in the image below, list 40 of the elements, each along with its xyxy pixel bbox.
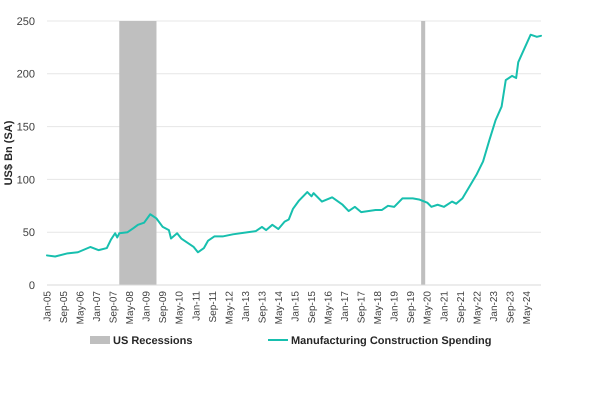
x-tick-label: Jan-05 [42, 290, 54, 322]
x-tick-label: May-22 [472, 290, 484, 324]
legend-label: US Recessions [113, 334, 192, 347]
x-tick-label: Jan-21 [439, 290, 450, 322]
x-tick-label: Jan-07 [92, 290, 104, 322]
line-series [46, 34, 542, 258]
y-tick-label: 250 [16, 16, 35, 28]
x-tick-label: Jan-17 [340, 290, 352, 322]
y-tick-label: 0 [28, 280, 35, 292]
y-tick-label: 50 [22, 227, 35, 240]
x-tick-label: Sep-19 [406, 290, 418, 324]
x-tick-label: Sep-13 [257, 290, 268, 324]
legend-label: Manufacturing Construction Spending [291, 334, 492, 347]
x-tick-label: Jan-19 [390, 290, 401, 322]
x-tick-label: Jan-15 [290, 290, 302, 322]
x-tick-label: May-10 [174, 290, 186, 324]
x-tick-label: Jan-13 [240, 290, 252, 322]
x-tick-label: May-24 [522, 290, 533, 324]
x-tick-label: Sep-21 [456, 290, 467, 324]
y-tick-label: 150 [16, 121, 35, 134]
x-tick-label: May-18 [373, 290, 384, 324]
y-tick-label: 100 [16, 174, 35, 186]
x-tick-label: May-14 [274, 290, 285, 324]
x-tick-label: May-08 [125, 290, 136, 324]
x-tick-label: Jan-09 [142, 290, 153, 322]
x-tick-label: Sep-17 [356, 290, 368, 324]
x-tick-label: Jan-11 [191, 290, 202, 321]
x-tick-label: Sep-15 [307, 290, 318, 324]
y-tick-label: 200 [16, 68, 35, 81]
y-axis-title: US$ Bn (SA) [3, 120, 15, 186]
x-tick-label: Sep-05 [59, 290, 70, 324]
x-tick-label: Sep-09 [158, 290, 170, 324]
x-tick-label: Sep-07 [108, 290, 120, 324]
x-tick-label: May-16 [324, 290, 335, 324]
x-tick-label: Sep-23 [505, 290, 516, 324]
x-tick-label: Sep-11 [208, 290, 219, 323]
x-tick-label: Jan-23 [488, 290, 500, 322]
x-tick-label: May-12 [224, 290, 236, 324]
x-tick-label: May-20 [422, 290, 434, 324]
x-tick-label: May-06 [75, 290, 86, 324]
